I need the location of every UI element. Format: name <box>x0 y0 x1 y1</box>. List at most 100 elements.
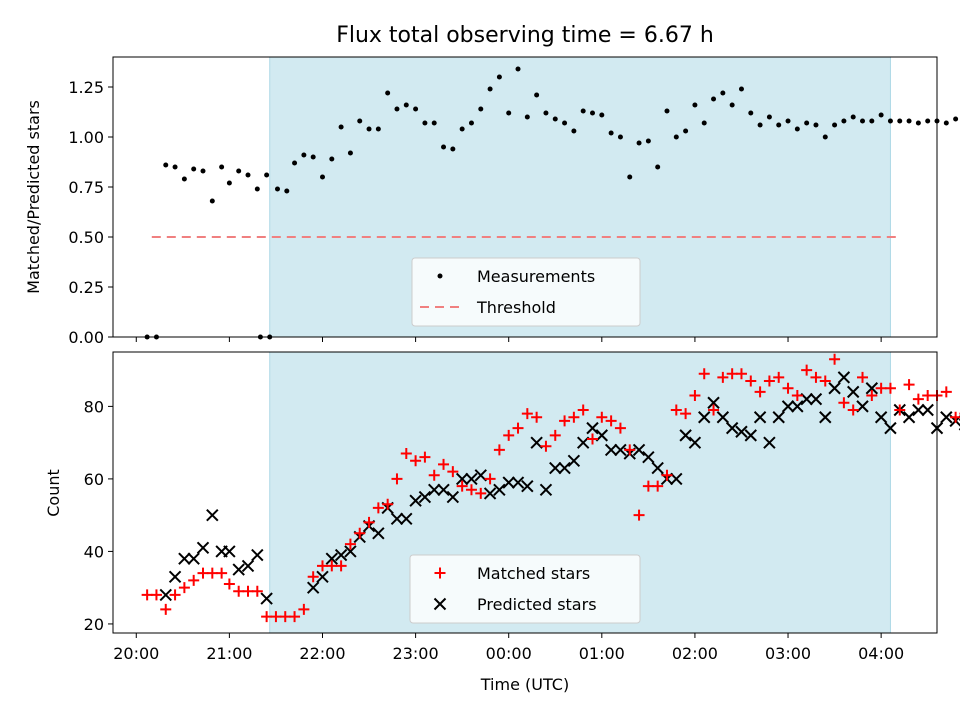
measurement-point <box>645 138 651 144</box>
matched-point <box>279 611 291 623</box>
matched-point <box>726 368 738 380</box>
measurement-point <box>163 162 169 168</box>
matched-point <box>169 589 181 601</box>
x-tick-label: 04:00 <box>858 644 904 663</box>
matched-point <box>624 444 636 456</box>
predicted-point <box>679 429 692 442</box>
matched-point <box>141 589 153 601</box>
measurement-point <box>701 120 707 126</box>
measurement-point <box>284 188 290 194</box>
matched-point <box>745 375 757 387</box>
matched-point <box>438 458 450 470</box>
matched-point <box>940 386 952 398</box>
matched-point <box>316 560 328 572</box>
measurement-point <box>487 86 493 92</box>
measurement-point <box>738 86 744 92</box>
matched-point <box>689 390 701 402</box>
predicted-point <box>260 592 273 605</box>
predicted-point <box>604 443 618 457</box>
predicted-point <box>753 411 767 424</box>
measurement-point <box>813 122 819 128</box>
measurement-point <box>878 112 884 118</box>
predicted-point <box>846 385 860 399</box>
predicted-point <box>781 400 795 413</box>
matched-point <box>465 484 477 496</box>
matched-point <box>261 611 273 623</box>
chart-title: Flux total observing time = 6.67 h <box>336 23 714 48</box>
top-y-tick-label: 0.25 <box>68 278 104 297</box>
measurement-point <box>552 116 558 122</box>
measurement-point <box>394 106 400 112</box>
predicted-point <box>912 403 925 417</box>
matched-point <box>577 404 589 416</box>
measurement-point <box>524 114 530 120</box>
matched-point <box>223 578 235 590</box>
predicted-point <box>502 476 515 489</box>
predicted-point <box>670 472 683 486</box>
measurement-point <box>347 150 353 156</box>
x-tick-label: 22:00 <box>299 644 345 663</box>
measurement-point <box>534 92 540 98</box>
predicted-point <box>241 559 255 573</box>
matched-point <box>754 386 766 398</box>
predicted-point <box>800 392 813 406</box>
top-legend-box <box>411 257 641 327</box>
matched-point <box>344 538 356 550</box>
measurement-point <box>236 168 242 174</box>
measurement-point <box>422 120 428 126</box>
predicted-point <box>874 411 888 424</box>
matched-point <box>587 433 599 445</box>
predicted-point <box>409 494 422 507</box>
predicted-point <box>725 421 739 435</box>
predicted-point <box>642 450 655 464</box>
predicted-point <box>558 461 571 475</box>
measurement-point <box>274 186 280 192</box>
matched-point <box>717 371 729 383</box>
measurement-point <box>459 126 465 132</box>
measurement-point <box>450 146 456 152</box>
matched-point <box>484 473 496 485</box>
measurement-point <box>943 120 949 126</box>
measurement-point <box>748 110 754 116</box>
matched-point <box>326 560 338 572</box>
x-tick-label: 20:00 <box>113 644 159 663</box>
measurement-point <box>841 118 847 124</box>
matched-point <box>289 611 301 623</box>
matched-point <box>270 611 282 623</box>
measurement-point <box>310 154 316 160</box>
measurement-point <box>254 186 260 192</box>
x-axis-label: Time (UTC) <box>480 675 569 694</box>
predicted-point <box>837 371 851 384</box>
matched-point <box>475 487 487 499</box>
measurement-point <box>673 134 679 140</box>
matched-point <box>922 390 934 402</box>
predicted-point <box>428 483 441 496</box>
measurement-point <box>200 168 206 174</box>
matched-point <box>829 353 841 365</box>
x-tick-label: 03:00 <box>765 644 811 663</box>
predicted-point <box>809 392 823 406</box>
measurement-point <box>219 164 225 170</box>
matched-point <box>801 364 813 376</box>
matched-point <box>512 422 524 434</box>
measurement-point <box>785 118 791 124</box>
predicted-point <box>567 454 581 467</box>
bottom-legend: Matched stars Predicted stars <box>409 554 641 624</box>
predicted-point <box>159 588 172 602</box>
legend-predicted-marker <box>433 597 447 611</box>
measurement-point <box>562 120 568 126</box>
measurement-point <box>375 126 381 132</box>
top-y-tick-label: 1.00 <box>68 128 104 147</box>
measurement-point <box>683 128 689 134</box>
top-y-tick-label: 0.00 <box>68 328 104 347</box>
matched-point <box>428 469 440 481</box>
measurement-point <box>571 128 577 134</box>
matched-point <box>206 567 218 579</box>
matched-point <box>354 527 366 539</box>
predicted-point <box>187 552 200 565</box>
predicted-point <box>232 563 245 576</box>
predicted-point <box>791 400 804 413</box>
matched-point <box>419 451 431 463</box>
predicted-point <box>884 421 897 435</box>
matched-point <box>950 411 960 423</box>
